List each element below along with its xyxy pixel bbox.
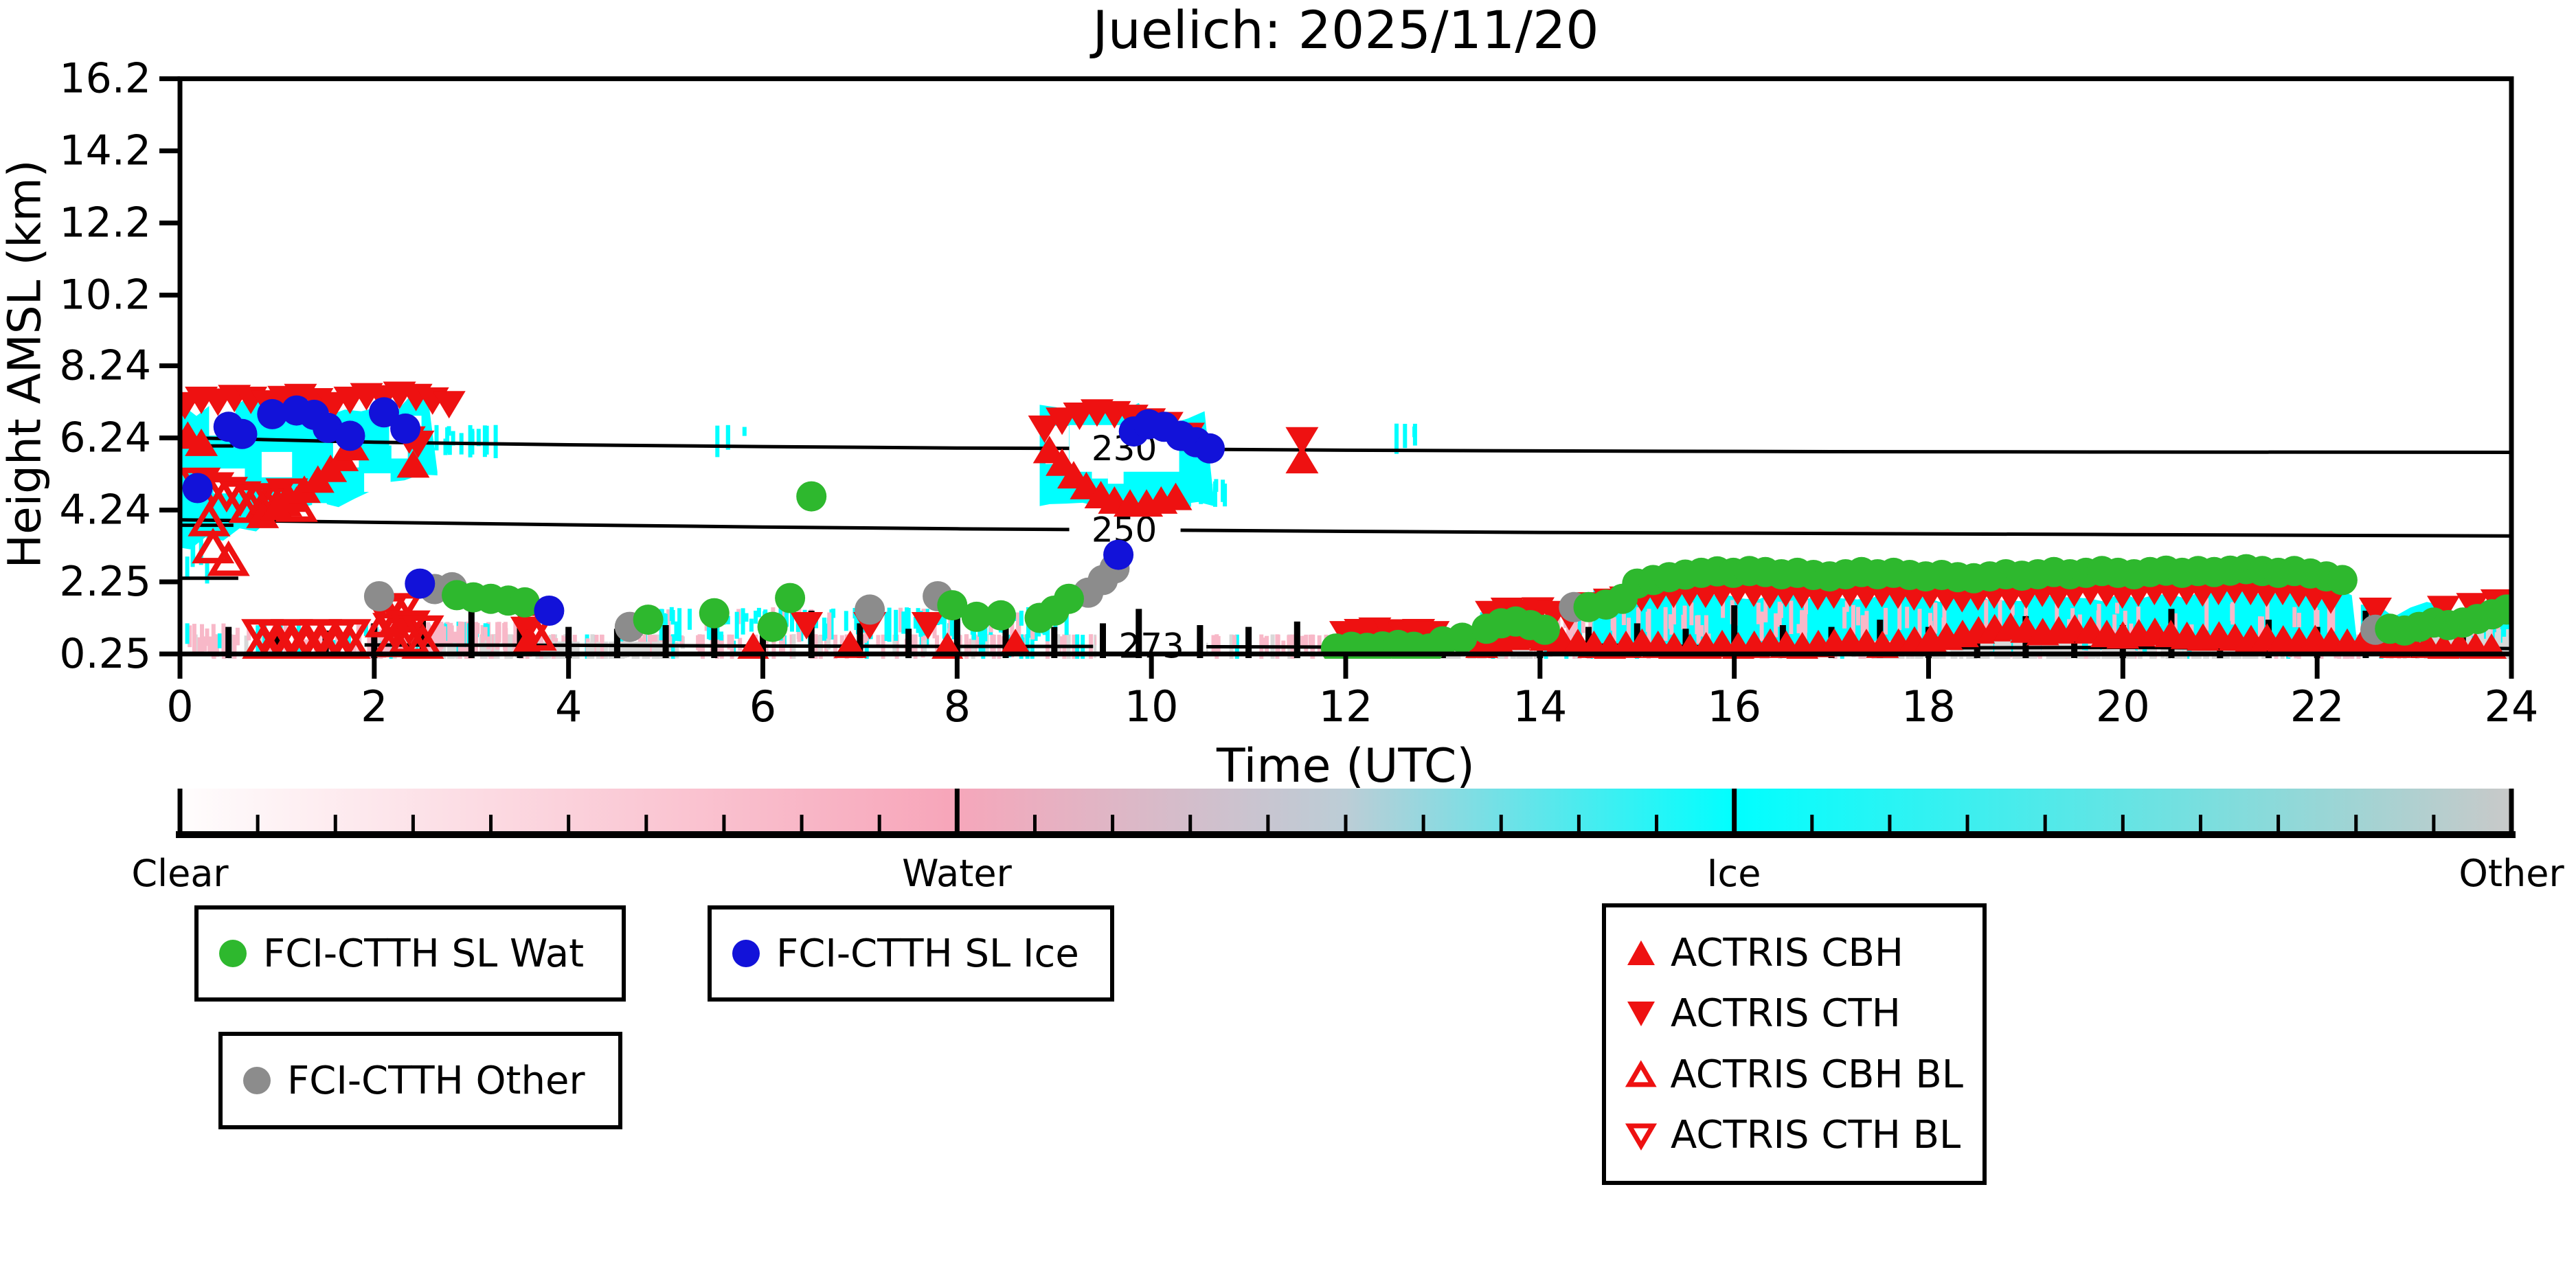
x-tick-label: 4 (555, 681, 582, 732)
colorbar (176, 789, 2516, 838)
x-tick-label: 12 (1319, 681, 1373, 732)
x-axis-title: Time (UTC) (1217, 739, 1475, 793)
red-triangle-down-icon (1627, 1001, 1655, 1026)
legend-fci-wat: FCI-CTTH SL Wat (194, 905, 626, 1002)
legend-actris-cth-bl: ACTRIS CTH BL (1625, 1113, 1963, 1157)
x-tick-label: 10 (1125, 681, 1179, 732)
legend-fci-ice-label: FCI-CTTH SL Ice (776, 931, 1079, 976)
legend-actris-cbh-bl-label: ACTRIS CBH BL (1670, 1052, 1963, 1097)
y-tick-label: 14.2 (59, 127, 151, 175)
x-tick-label: 0 (166, 681, 193, 732)
legend-actris-cth: ACTRIS CTH (1625, 991, 1963, 1036)
legend-actris-cth-bl-label: ACTRIS CTH BL (1671, 1113, 1961, 1158)
red-triangle-up-open-icon (1625, 1060, 1657, 1087)
y-tick-label: 8.24 (59, 342, 151, 390)
y-tick-label: 16.2 (59, 55, 151, 103)
x-tick-label: 14 (1513, 681, 1567, 732)
y-tick-label: 6.24 (59, 414, 151, 462)
y-tick-label: 10.2 (59, 271, 151, 319)
colorbar-label-other: Other (2459, 852, 2564, 895)
colorbar-label-clear: Clear (131, 852, 229, 895)
gray-circle-icon (243, 1067, 271, 1094)
y-axis-title: Height AMSL (km) (0, 159, 52, 569)
colorbar-label-ice: Ice (1706, 852, 1761, 895)
y-tick-label: 0.25 (59, 630, 151, 678)
x-tick-label: 20 (2096, 681, 2150, 732)
x-tick-label: 16 (1707, 681, 1761, 732)
legend-fci-other: FCI-CTTH Other (218, 1032, 622, 1129)
legend-fci-other-label: FCI-CTTH Other (287, 1058, 585, 1103)
red-triangle-down-open-icon (1625, 1123, 1657, 1151)
legend-actris-cbh: ACTRIS CBH (1625, 931, 1963, 975)
legend-actris: ACTRIS CBH ACTRIS CTH ACTRIS CBH BL ACTR… (1602, 903, 1987, 1185)
x-tick-label: 6 (749, 681, 776, 732)
legend-actris-cth-label: ACTRIS CTH (1671, 991, 1901, 1037)
legend-fci-wat-label: FCI-CTTH SL Wat (263, 931, 585, 976)
legend-actris-cbh-label: ACTRIS CBH (1671, 930, 1904, 975)
legend-fci-ice: FCI-CTTH SL Ice (708, 905, 1114, 1002)
y-tick-label: 4.24 (59, 486, 151, 534)
x-tick-label: 2 (361, 681, 387, 732)
series-fci-ctth-sl-ice (182, 395, 1225, 626)
blue-circle-icon (732, 940, 760, 967)
green-circle-icon (219, 940, 247, 967)
chart-title: Juelich: 2025/11/20 (1092, 0, 1599, 60)
x-tick-label: 8 (944, 681, 971, 732)
legend-actris-cbh-bl: ACTRIS CBH BL (1625, 1052, 1963, 1097)
x-tick-label: 24 (2485, 681, 2539, 732)
colorbar-label-water: Water (902, 852, 1012, 895)
x-tick-label: 18 (1901, 681, 1956, 732)
y-tick-label: 2.25 (59, 558, 151, 606)
y-tick-label: 12.2 (59, 199, 151, 247)
x-tick-label: 22 (2290, 681, 2345, 732)
red-triangle-up-icon (1627, 940, 1655, 966)
